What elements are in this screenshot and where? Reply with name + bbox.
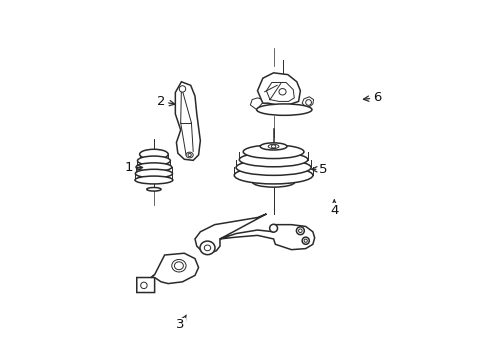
Text: 5: 5 (312, 163, 328, 176)
Ellipse shape (179, 86, 186, 92)
Text: 4: 4 (330, 200, 339, 217)
Ellipse shape (239, 153, 308, 167)
Text: 3: 3 (176, 315, 186, 331)
Ellipse shape (234, 167, 313, 184)
Text: 6: 6 (364, 91, 381, 104)
Ellipse shape (186, 152, 193, 158)
Text: 1: 1 (124, 161, 143, 174)
Ellipse shape (174, 262, 183, 270)
Text: 2: 2 (157, 95, 175, 108)
Ellipse shape (140, 149, 168, 159)
Ellipse shape (136, 163, 172, 171)
Ellipse shape (141, 282, 147, 289)
Ellipse shape (268, 144, 279, 149)
Ellipse shape (296, 227, 304, 235)
Polygon shape (175, 82, 200, 160)
Ellipse shape (270, 224, 277, 232)
Ellipse shape (135, 176, 173, 184)
Ellipse shape (243, 145, 304, 158)
Polygon shape (137, 275, 155, 293)
Ellipse shape (257, 104, 312, 115)
Ellipse shape (236, 159, 311, 175)
Ellipse shape (302, 237, 309, 244)
Polygon shape (250, 98, 265, 110)
Ellipse shape (200, 241, 215, 255)
Ellipse shape (147, 188, 161, 191)
Polygon shape (151, 149, 157, 151)
Ellipse shape (260, 143, 287, 150)
Polygon shape (258, 73, 300, 105)
Ellipse shape (135, 169, 172, 178)
Polygon shape (302, 97, 314, 109)
Polygon shape (151, 253, 198, 284)
Ellipse shape (138, 156, 171, 165)
Ellipse shape (252, 176, 295, 187)
Polygon shape (195, 214, 315, 253)
